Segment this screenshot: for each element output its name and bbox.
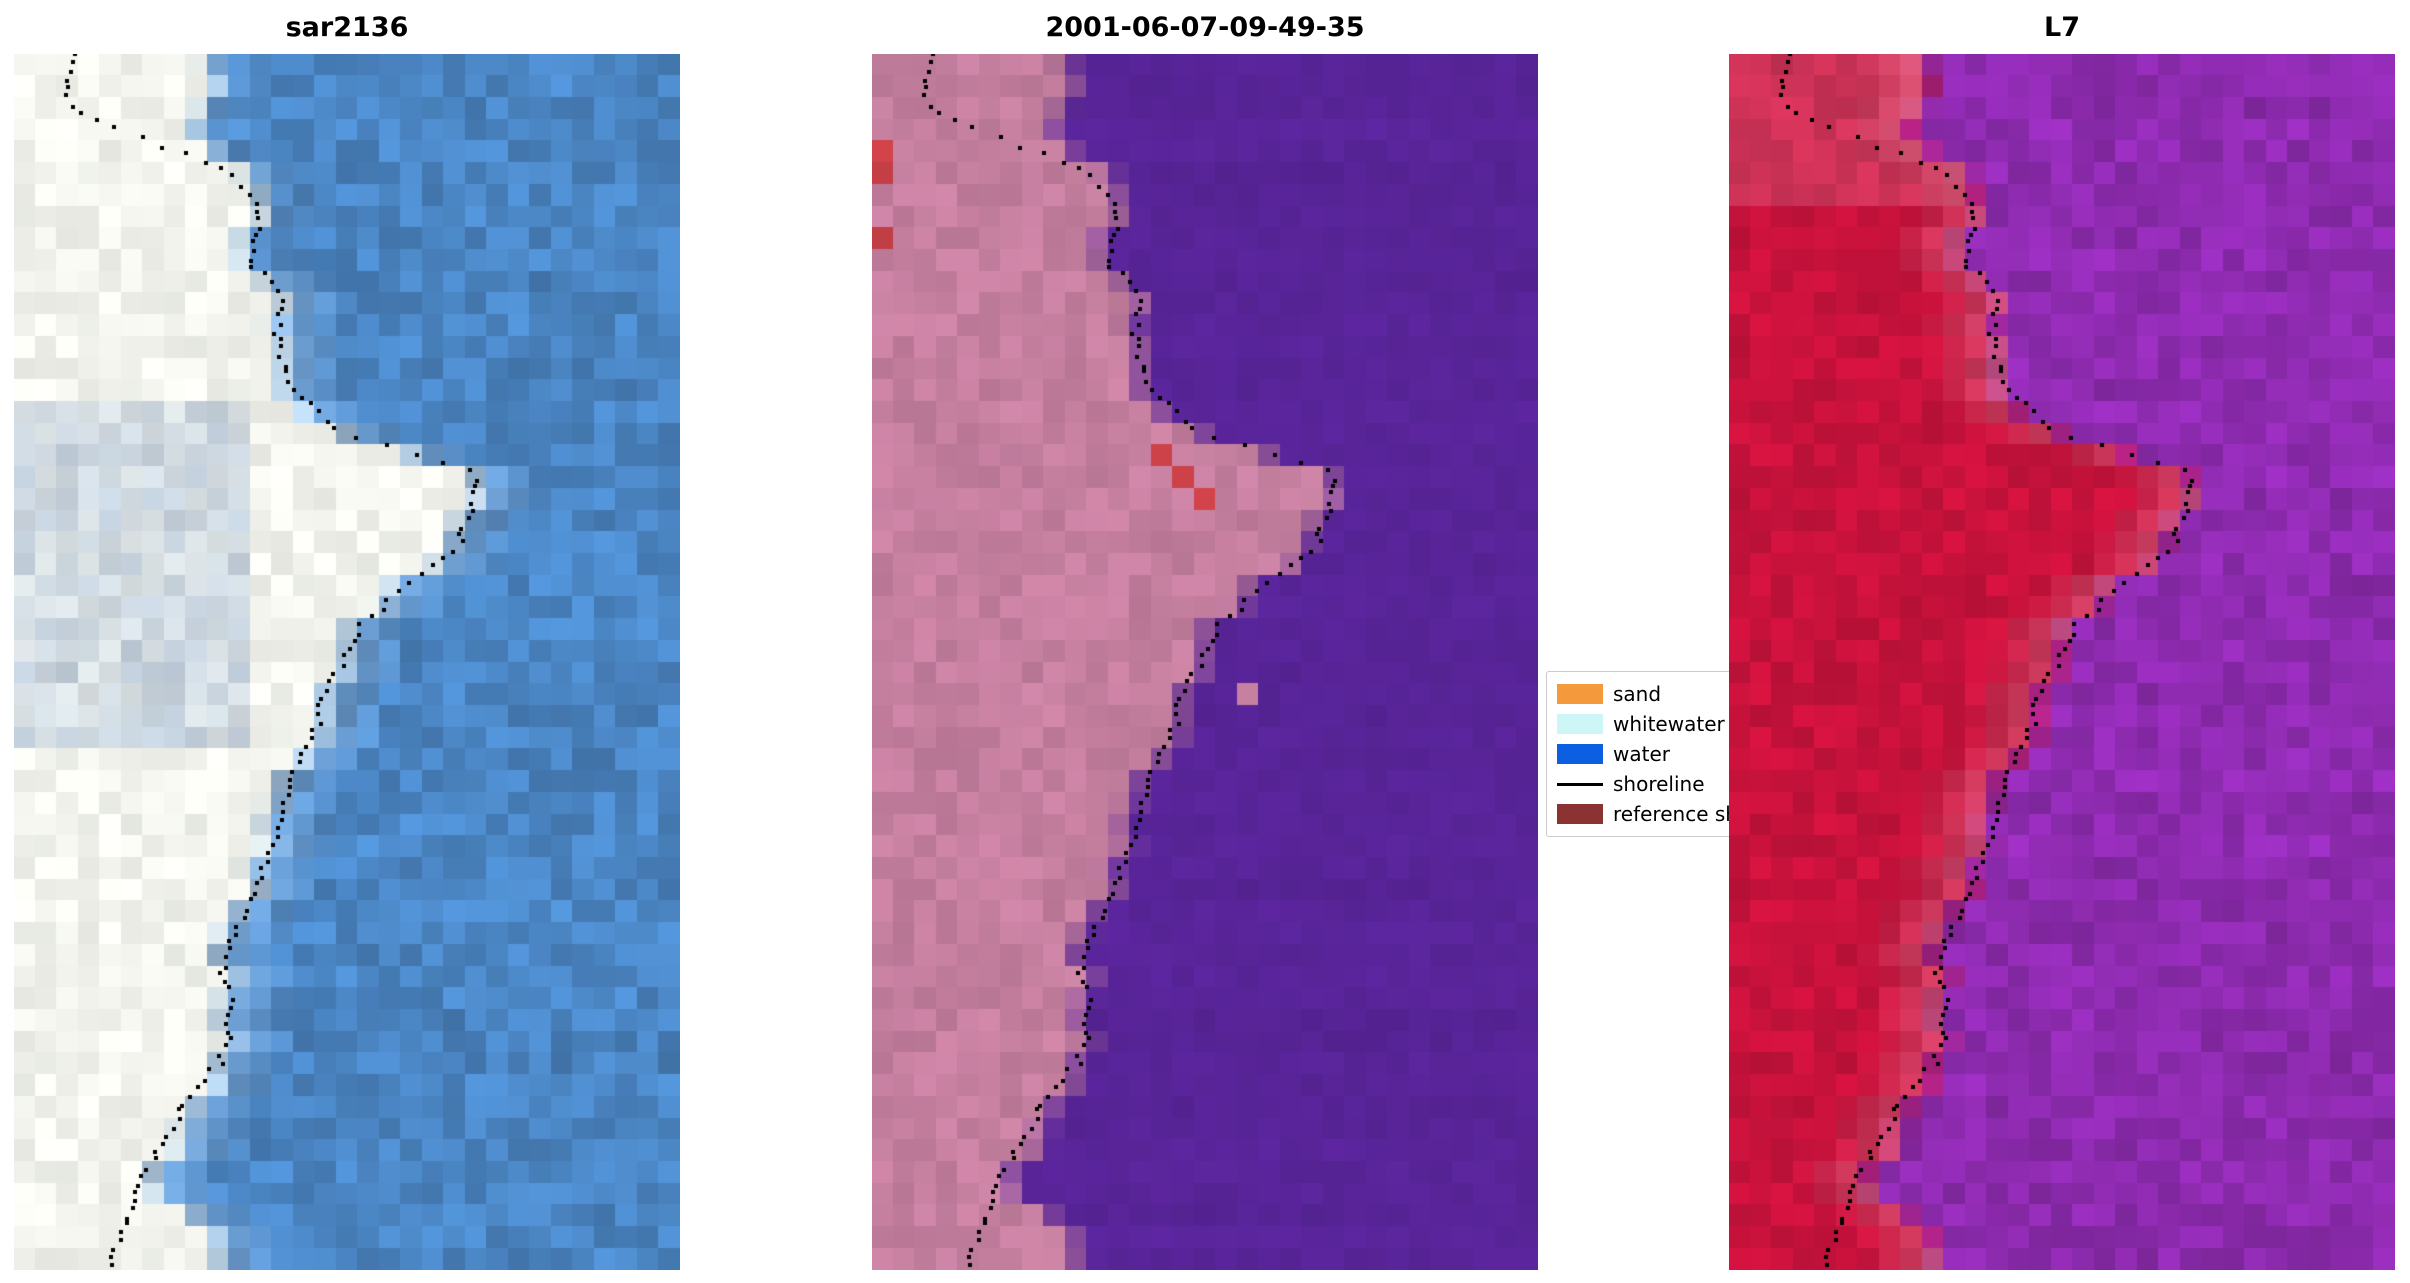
water-swatch	[1557, 744, 1603, 764]
whitewater-swatch	[1557, 714, 1603, 734]
legend-item-shoreline: shoreline	[1557, 769, 1835, 799]
legend-label-sand: sand	[1613, 682, 1662, 706]
panel-title-l7: L7	[2044, 12, 2080, 43]
sand-swatch	[1557, 684, 1603, 704]
legend-label-shoreline: shoreline	[1613, 772, 1705, 796]
sar-image-panel	[14, 54, 680, 1270]
legend-item-sand: sand	[1557, 679, 1835, 709]
legend-item-water: water	[1557, 739, 1835, 769]
panel-title-classified-date: 2001-06-07-09-49-35	[1045, 12, 1365, 43]
classified-image-panel	[872, 54, 1538, 1270]
legend-label-water: water	[1613, 742, 1670, 766]
panel-title-sar2136: sar2136	[285, 12, 409, 43]
l7-image-panel	[1729, 54, 2395, 1270]
legend-item-whitewater: whitewater	[1557, 709, 1835, 739]
legend-label-whitewater: whitewater	[1613, 712, 1725, 736]
reference-shoreline-swatch	[1557, 804, 1603, 824]
shoreline-line-swatch	[1557, 782, 1603, 786]
